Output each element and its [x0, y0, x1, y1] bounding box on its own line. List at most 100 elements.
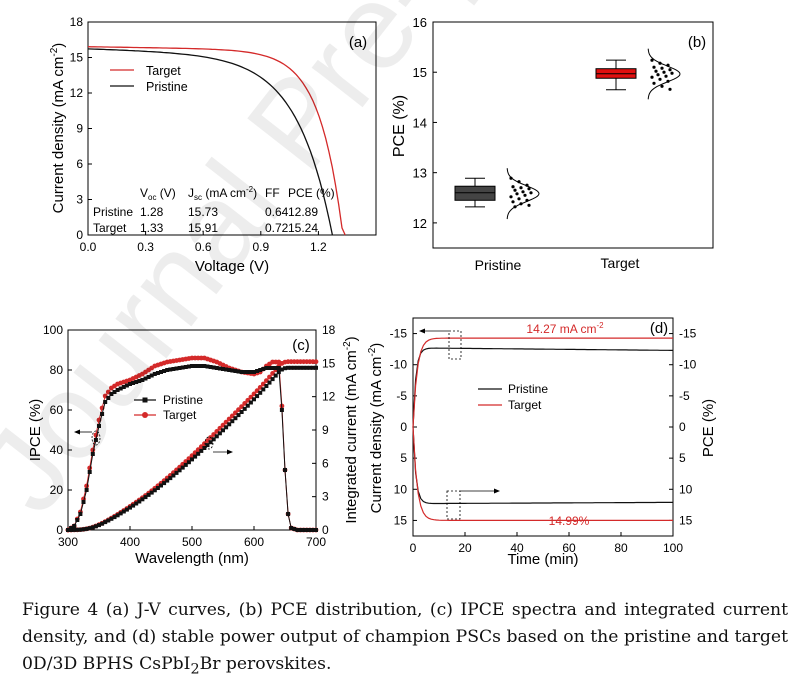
c-ipce-point-pristine [224, 367, 229, 372]
d-y-ticks: -15 -10 -5 0 5 10 15 [390, 327, 417, 527]
c-ipce-point-pristine [279, 408, 284, 412]
a-xtick-label: 0.3 [137, 240, 154, 254]
c-integrated-arrow-head [227, 449, 233, 455]
b-point [658, 77, 662, 81]
c-integrated-point-pristine [211, 437, 216, 442]
c-ipce-point-pristine [270, 366, 275, 370]
c-integrated-point-pristine [100, 521, 105, 526]
c-ipce-point-pristine [242, 370, 247, 374]
c-integrated-point-pristine [146, 492, 151, 497]
c-y2tick-label: 6 [322, 456, 329, 470]
c-integrated-point-pristine [236, 413, 241, 418]
c-integrated-point-pristine [255, 394, 260, 399]
b-point [529, 191, 533, 195]
a-xtick-label: 0.6 [195, 240, 212, 254]
c-integrated-point-pristine [152, 488, 157, 493]
c-ipce-point-pristine [78, 512, 83, 516]
c-ipce-point-pristine [180, 365, 185, 370]
c-integrated-point-pristine [286, 365, 291, 370]
b-ytick-label: 12 [413, 216, 427, 231]
d-legend-target: Target [508, 398, 542, 412]
b-point [658, 61, 662, 65]
c-integrated-point-pristine [66, 528, 70, 532]
c-integrated-point-pristine [143, 495, 148, 500]
b-panel-label: (b) [688, 34, 706, 51]
c-ipce-point-pristine [202, 364, 207, 368]
c-xlabel: Wavelength (nm) [135, 550, 249, 567]
c-y2tick-label: 15 [322, 356, 336, 370]
c-integrated-point-pristine [193, 454, 198, 459]
c-ipce-point-pristine [75, 518, 80, 522]
c-ipce-point-pristine [177, 366, 182, 370]
c-ipce-point-pristine [131, 381, 136, 385]
c-ipce-point-pristine [233, 369, 238, 373]
c-ipce-point-pristine [103, 400, 108, 404]
c-ipce-point-pristine [214, 366, 219, 370]
c-ipce-point-pristine [186, 364, 191, 369]
c-ipce-point-pristine [236, 369, 241, 374]
b-ylabel: PCE (%) [391, 95, 408, 157]
c-integrated-point-pristine [221, 428, 225, 433]
b-point [660, 84, 664, 88]
c-integrated-point-pristine [128, 505, 132, 510]
a-table-cell: Pristine [93, 205, 133, 219]
d-pce-arrow-head [494, 488, 500, 494]
c-integrated-point-pristine [289, 365, 294, 370]
panel-b: 12 13 14 15 16 (b) Pristine Target PCE (%) [391, 15, 714, 273]
c-ipce-point-pristine [276, 366, 281, 370]
a-legend-target: Target [146, 64, 181, 78]
d-ylabel: Current density (mA cm-2) [367, 343, 385, 514]
b-point [656, 73, 660, 77]
a-table-cell: 15.73 [188, 205, 218, 219]
a-panel-label: (a) [349, 34, 367, 51]
d-ytick-label: 15 [394, 513, 408, 527]
d-xtick-label: 60 [562, 541, 576, 555]
c-ipce-point-pristine [121, 385, 126, 389]
d-panel-label: (d) [650, 320, 668, 337]
c-ipce-point-pristine [155, 371, 160, 375]
c-integrated-point-pristine [314, 365, 318, 370]
a-target-curve [87, 46, 346, 236]
b-plot [454, 48, 681, 220]
c-ylabel2: Integrated current (mA cm-2) [342, 336, 360, 523]
a-xtick-label: 0.9 [252, 240, 269, 254]
b-point [654, 69, 658, 73]
c-integrated-point-pristine [97, 523, 101, 528]
c-integrated-point-pristine [186, 460, 191, 465]
c-ipce-point-pristine [118, 386, 123, 391]
c-y2tick-label: 3 [322, 490, 329, 504]
c-integrated-point-pristine [168, 476, 173, 481]
c-integrated-point-pristine [196, 451, 201, 456]
c-ytick-label: 60 [50, 403, 64, 417]
d-ytick-label: 10 [394, 482, 408, 496]
a-table-cell: 12.89 [288, 205, 318, 219]
c-ipce-point-pristine [314, 528, 318, 532]
c-integrated-point-pristine [137, 499, 142, 504]
c-y2tick-label: 9 [322, 423, 329, 437]
c-integrated-point-pristine [214, 434, 219, 439]
c-ipce-point-pristine [286, 512, 291, 516]
d-ytick-label: -10 [390, 358, 408, 372]
c-integrated-point-pristine [93, 524, 98, 529]
b-point [652, 81, 656, 85]
c-ipce-point-pristine [81, 500, 86, 504]
c-legend-pristine-marker [142, 397, 148, 403]
b-ytick-label: 13 [413, 166, 427, 181]
b-point [519, 202, 523, 206]
c-integrated-point-pristine [177, 468, 182, 473]
b-point [519, 186, 523, 190]
c-ylabel: IPCE (%) [27, 399, 44, 462]
c-integrated-point-pristine [242, 406, 247, 411]
c-ipce-point-pristine [106, 396, 111, 400]
b-category-pristine: Pristine [475, 257, 522, 273]
b-point [517, 180, 521, 184]
c-integrated-point-pristine [165, 478, 170, 483]
c-ipce-point-pristine [152, 372, 157, 376]
d-ytick-label: 5 [400, 451, 407, 465]
b-point [664, 74, 668, 78]
d-y2tick-label: -5 [679, 389, 690, 403]
a-table-cell: 0.64 [265, 205, 289, 219]
c-ytick-label: 0 [56, 523, 63, 537]
c-ipce-point-pristine [211, 365, 216, 370]
c-x-ticks: 300 400 500 600 700 [58, 526, 326, 549]
